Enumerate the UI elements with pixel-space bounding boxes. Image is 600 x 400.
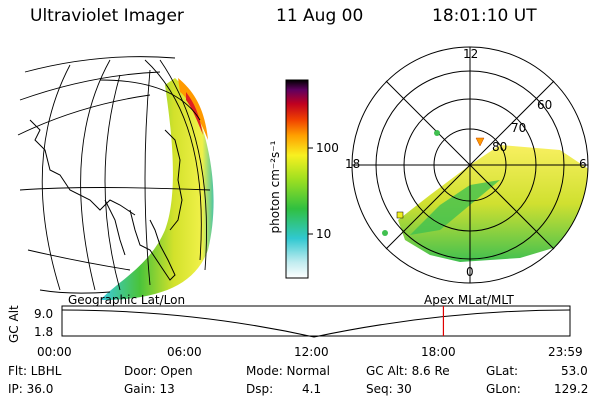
lat-label-60: 60 [537, 98, 553, 112]
mlt-label-0: 0 [466, 265, 474, 279]
colorbar-tick-10: 10 [316, 227, 332, 241]
gain-info: Gain: 13 [124, 382, 175, 396]
mlt-label-12: 12 [463, 47, 479, 61]
glon-info-value: 129.2 [554, 382, 589, 396]
ip-info: IP: 36.0 [8, 382, 54, 396]
timeline-x-tick-0000: 00:00 [37, 345, 72, 359]
seq-info: Seq: 30 [366, 382, 412, 396]
timeline-y-title: GC Alt [7, 305, 21, 343]
instrument-title: Ultraviolet Imager [30, 6, 184, 26]
dsp-info-value: 4.1 [302, 382, 322, 396]
geographic-panel-label: Geographic Lat/Lon [68, 293, 186, 307]
flt-info: Flt: LBHL [8, 364, 62, 378]
altitude-timeline-plot [61, 305, 571, 338]
timeline-x-tick-1200: 12:00 [294, 345, 329, 359]
lat-label-70: 70 [511, 121, 527, 135]
timeline-y-tick-max: 9.0 [34, 307, 54, 321]
apex-panel-label: Apex MLat/MLT [424, 293, 514, 307]
time-label: 18:01:10 UT [432, 6, 537, 26]
door-info: Door: Open [124, 364, 193, 378]
mode-info: Mode: Normal [246, 364, 330, 378]
glon-info-label: GLon: [486, 382, 521, 396]
aurora-oval-geo [100, 78, 214, 300]
dsp-info-label: Dsp: [246, 382, 274, 396]
timeline-x-tick-1800: 18:00 [421, 345, 456, 359]
glat-info-value: 53.0 [561, 364, 588, 378]
gc-alt-info: GC Alt: 8.6 Re [366, 364, 450, 378]
colorbar-tick-100: 100 [316, 141, 339, 155]
timeline-x-tick-0600: 06:00 [167, 345, 202, 359]
aurora-oval-polar [398, 145, 588, 262]
mlt-label-18: 18 [345, 157, 361, 171]
glat-info-label: GLat: [486, 364, 519, 378]
date-label: 11 Aug 00 [276, 6, 364, 26]
timeline-y-tick-min: 1.8 [34, 325, 54, 339]
mlt-label-6: 6 [579, 157, 587, 171]
altitude-curve [61, 309, 571, 338]
colorbar [285, 79, 313, 279]
lat-label-80: 80 [492, 140, 508, 154]
timeline-x-tick-2359: 23:59 [548, 345, 583, 359]
